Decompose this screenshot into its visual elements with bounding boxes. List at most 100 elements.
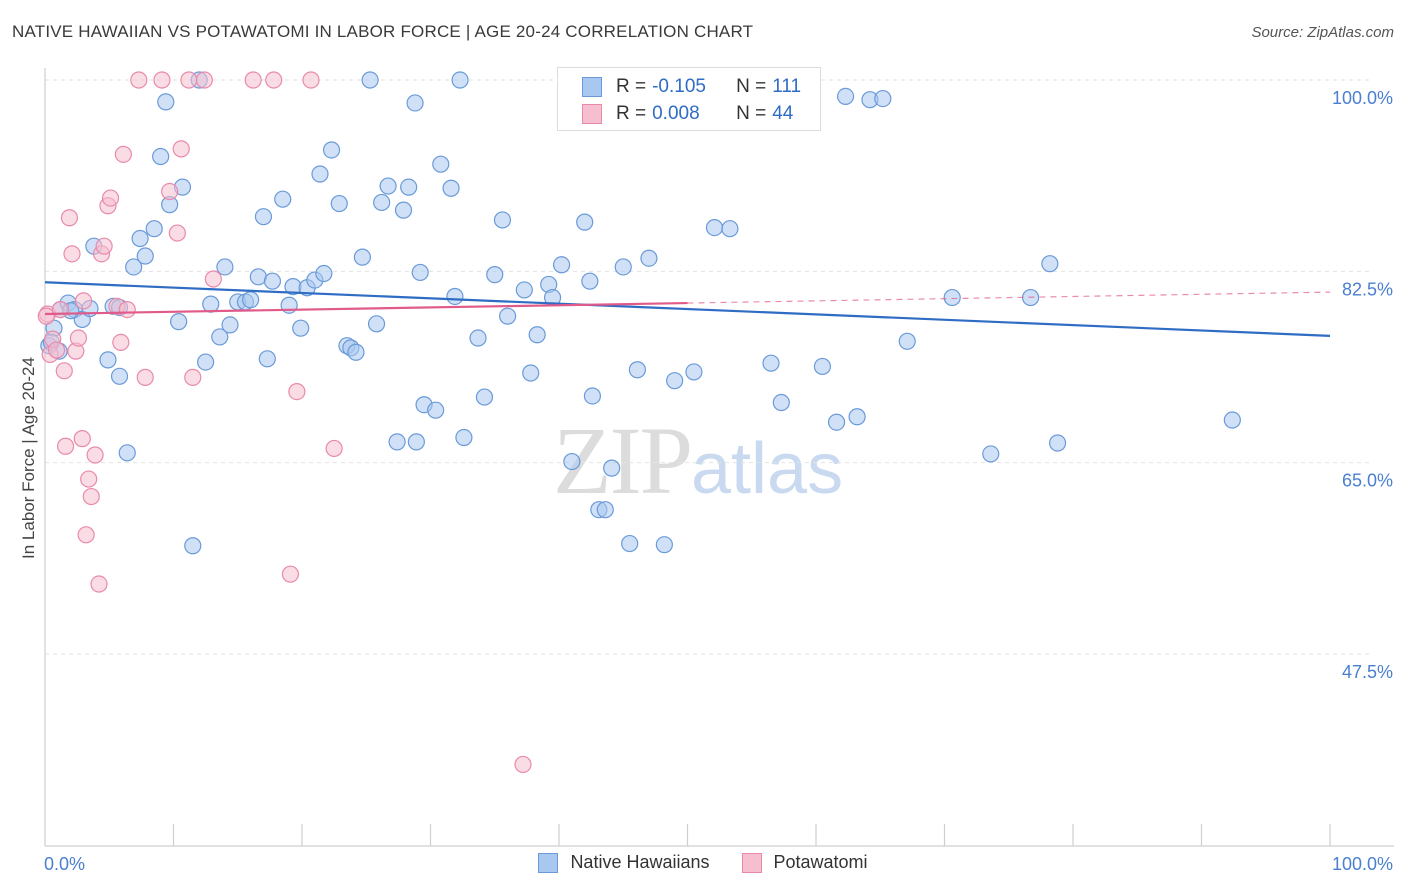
legend-r-label: R = xyxy=(616,76,647,97)
native-hawaiians-point xyxy=(528,326,546,344)
native-hawaiians-point xyxy=(211,328,229,346)
native-hawaiians-point xyxy=(621,534,639,553)
native-hawaiians-point xyxy=(522,364,540,382)
native-hawaiians-point xyxy=(874,89,892,108)
native-hawaiians-point xyxy=(982,445,1000,463)
potawatomi-point xyxy=(288,383,306,401)
y-tick-label: 100.0% xyxy=(1332,88,1393,108)
potawatomi-point xyxy=(302,71,320,89)
native-hawaiians-point xyxy=(118,444,136,462)
potawatomi-point xyxy=(184,368,202,386)
potawatomi-point xyxy=(90,575,108,593)
native-hawaiians-point xyxy=(330,194,348,213)
trend-lines xyxy=(44,281,1331,337)
legend-n-label: N = xyxy=(736,103,767,124)
potawatomi-point xyxy=(180,71,198,89)
native-hawaiians-point xyxy=(848,408,866,426)
legend-row-native-hawaiians: R = -0.105 N = 111 xyxy=(582,73,801,101)
native-hawaiians-point xyxy=(581,272,599,290)
native-hawaiians-trend-line xyxy=(44,281,1331,337)
potawatomi-point xyxy=(63,245,81,263)
potawatomi-point xyxy=(172,140,190,158)
native-hawaiians-point xyxy=(394,201,413,219)
native-hawaiians-point xyxy=(762,354,780,372)
legend-n-label: N = xyxy=(736,76,767,97)
native-hawaiians-point xyxy=(322,141,341,159)
native-hawaiians-point xyxy=(943,288,961,307)
potawatomi-point xyxy=(60,209,79,227)
native-hawaiians-point xyxy=(361,71,379,89)
native-hawaiians-point xyxy=(827,413,846,431)
native-hawaiians-point xyxy=(400,178,418,196)
potawatomi-point xyxy=(265,71,283,89)
potawatomi-point xyxy=(69,329,88,347)
native-hawaiians-point xyxy=(411,263,429,282)
potawatomi-point xyxy=(153,71,171,89)
series-legend: Native Hawaiians Potawatomi xyxy=(0,852,1406,873)
potawatomi-point xyxy=(281,565,300,583)
native-hawaiians-point xyxy=(628,361,646,379)
legend-swatch-pink xyxy=(582,104,602,124)
native-hawaiians-point xyxy=(347,343,365,361)
native-hawaiians-point xyxy=(131,229,149,248)
potawatomi-point xyxy=(204,270,222,288)
native-hawaiians-point xyxy=(274,190,292,208)
native-hawaiians-point xyxy=(292,319,310,337)
native-hawaiians-point xyxy=(836,87,855,106)
y-tick-label: 47.5% xyxy=(1342,662,1393,682)
native-hawaiians-point xyxy=(655,536,673,554)
y-tick-label: 82.5% xyxy=(1342,279,1393,299)
native-hawaiians-point xyxy=(493,211,512,229)
native-hawaiians-point xyxy=(1223,411,1241,429)
legend-row-potawatomi: R = 0.008 N = 44 xyxy=(582,100,793,128)
native-hawaiians-point xyxy=(242,291,260,309)
native-hawaiians-point xyxy=(442,179,460,197)
potawatomi-trend-extension xyxy=(687,291,1331,304)
potawatomi-point xyxy=(56,437,75,455)
potawatomi-point xyxy=(73,430,91,448)
potawatomi-point xyxy=(325,439,343,458)
native-hawaiians-point xyxy=(1048,434,1067,452)
potawatomi-trend-line xyxy=(44,301,688,316)
potawatomi-point xyxy=(195,71,213,89)
native-hawaiians-point xyxy=(373,193,391,212)
native-hawaiians-point xyxy=(263,272,282,290)
legend-item-potawatomi: Potawatomi xyxy=(741,852,868,873)
grid-lines xyxy=(45,79,1370,655)
native-hawaiians-point xyxy=(99,351,117,369)
native-hawaiians-point xyxy=(388,433,406,451)
potawatomi-point xyxy=(161,182,179,201)
native-hawaiians-point xyxy=(221,316,239,334)
watermark-atlas: atlas xyxy=(691,429,844,509)
native-hawaiians-point xyxy=(258,350,276,368)
native-hawaiians-point xyxy=(475,388,494,406)
chart-title: NATIVE HAWAIIAN VS POTAWATOMI IN LABOR F… xyxy=(12,22,754,41)
native-hawaiians-point xyxy=(432,155,450,173)
legend-r-label: R = xyxy=(616,103,647,124)
native-hawaiians-point xyxy=(315,264,333,283)
native-hawaiians-point xyxy=(311,165,329,183)
native-hawaiians-point xyxy=(552,256,571,274)
native-hawaiians-point xyxy=(170,313,188,331)
native-hawaiians-point xyxy=(603,459,621,477)
stats-legend: R = -0.105 N = 111 R = 0.008 N = 44 xyxy=(557,67,821,131)
legend-r-value: 0.008 xyxy=(652,103,700,124)
native-hawaiians-point xyxy=(446,287,464,306)
legend-label-native-hawaiians: Native Hawaiians xyxy=(570,852,710,872)
potawatomi-point xyxy=(136,368,154,386)
potawatomi-point xyxy=(130,71,148,89)
native-hawaiians-point xyxy=(249,268,267,286)
source-label: Source: ZipAtlas.com xyxy=(1251,24,1394,41)
legend-r-value: -0.105 xyxy=(652,76,706,97)
native-hawaiians-point xyxy=(455,428,473,447)
native-hawaiians-point xyxy=(152,147,170,166)
native-hawaiians-point xyxy=(813,357,832,376)
native-hawaiians-point xyxy=(469,329,487,347)
potawatomi-point xyxy=(118,301,136,319)
legend-swatch-blue xyxy=(538,852,559,873)
native-hawaiians-point xyxy=(666,372,684,390)
axes xyxy=(44,68,1394,847)
native-hawaiians-point xyxy=(486,266,504,284)
potawatomi-point xyxy=(244,71,262,89)
